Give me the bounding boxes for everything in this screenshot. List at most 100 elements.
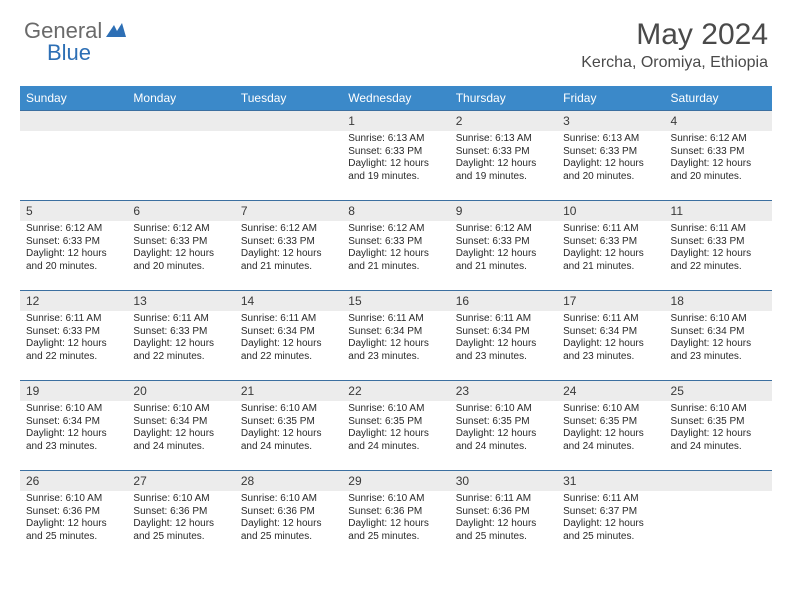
day-number: 3 [557, 111, 664, 131]
day-cell: 28Sunrise: 6:10 AMSunset: 6:36 PMDayligh… [235, 471, 342, 561]
day-cell: 19Sunrise: 6:10 AMSunset: 6:34 PMDayligh… [20, 381, 127, 471]
day-cell: 25Sunrise: 6:10 AMSunset: 6:35 PMDayligh… [665, 381, 772, 471]
day-number: 20 [127, 381, 234, 401]
day-detail: Sunrise: 6:12 AMSunset: 6:33 PMDaylight:… [450, 221, 557, 277]
day-cell: 10Sunrise: 6:11 AMSunset: 6:33 PMDayligh… [557, 201, 664, 291]
day-detail: Sunrise: 6:10 AMSunset: 6:36 PMDaylight:… [127, 491, 234, 547]
day-cell: 31Sunrise: 6:11 AMSunset: 6:37 PMDayligh… [557, 471, 664, 561]
brand-logo: General Blue [24, 18, 110, 44]
day-detail: Sunrise: 6:10 AMSunset: 6:34 PMDaylight:… [20, 401, 127, 457]
day-header: Tuesday [235, 86, 342, 111]
day-number-empty [665, 471, 772, 491]
header: General Blue May 2024 Kercha, Oromiya, E… [0, 0, 792, 78]
day-number-empty [235, 111, 342, 131]
day-cell: 4Sunrise: 6:12 AMSunset: 6:33 PMDaylight… [665, 111, 772, 201]
day-cell: 5Sunrise: 6:12 AMSunset: 6:33 PMDaylight… [20, 201, 127, 291]
day-detail: Sunrise: 6:11 AMSunset: 6:33 PMDaylight:… [127, 311, 234, 367]
day-number: 10 [557, 201, 664, 221]
day-cell [665, 471, 772, 561]
month-title: May 2024 [581, 18, 768, 52]
day-cell: 24Sunrise: 6:10 AMSunset: 6:35 PMDayligh… [557, 381, 664, 471]
day-cell: 26Sunrise: 6:10 AMSunset: 6:36 PMDayligh… [20, 471, 127, 561]
day-number: 15 [342, 291, 449, 311]
location-text: Kercha, Oromiya, Ethiopia [581, 54, 768, 72]
day-number: 24 [557, 381, 664, 401]
day-cell: 27Sunrise: 6:10 AMSunset: 6:36 PMDayligh… [127, 471, 234, 561]
day-detail: Sunrise: 6:11 AMSunset: 6:34 PMDaylight:… [342, 311, 449, 367]
day-number: 6 [127, 201, 234, 221]
day-cell: 14Sunrise: 6:11 AMSunset: 6:34 PMDayligh… [235, 291, 342, 381]
day-detail: Sunrise: 6:12 AMSunset: 6:33 PMDaylight:… [235, 221, 342, 277]
week-row: 19Sunrise: 6:10 AMSunset: 6:34 PMDayligh… [20, 381, 772, 471]
day-cell: 16Sunrise: 6:11 AMSunset: 6:34 PMDayligh… [450, 291, 557, 381]
day-number: 8 [342, 201, 449, 221]
day-detail: Sunrise: 6:11 AMSunset: 6:34 PMDaylight:… [557, 311, 664, 367]
day-cell [127, 111, 234, 201]
day-cell: 23Sunrise: 6:10 AMSunset: 6:35 PMDayligh… [450, 381, 557, 471]
day-number: 13 [127, 291, 234, 311]
day-cell: 17Sunrise: 6:11 AMSunset: 6:34 PMDayligh… [557, 291, 664, 381]
week-row: 1Sunrise: 6:13 AMSunset: 6:33 PMDaylight… [20, 111, 772, 201]
title-block: May 2024 Kercha, Oromiya, Ethiopia [581, 18, 768, 72]
brand-part2: Blue [47, 40, 91, 66]
day-header: Wednesday [342, 86, 449, 111]
day-detail: Sunrise: 6:11 AMSunset: 6:34 PMDaylight:… [450, 311, 557, 367]
flag-icon [106, 21, 126, 42]
day-cell [235, 111, 342, 201]
day-number: 17 [557, 291, 664, 311]
day-detail: Sunrise: 6:10 AMSunset: 6:36 PMDaylight:… [20, 491, 127, 547]
day-cell: 15Sunrise: 6:11 AMSunset: 6:34 PMDayligh… [342, 291, 449, 381]
day-detail: Sunrise: 6:11 AMSunset: 6:36 PMDaylight:… [450, 491, 557, 547]
day-number: 26 [20, 471, 127, 491]
day-header: Thursday [450, 86, 557, 111]
day-header: Friday [557, 86, 664, 111]
week-row: 12Sunrise: 6:11 AMSunset: 6:33 PMDayligh… [20, 291, 772, 381]
day-cell: 21Sunrise: 6:10 AMSunset: 6:35 PMDayligh… [235, 381, 342, 471]
day-header: Monday [127, 86, 234, 111]
day-detail: Sunrise: 6:12 AMSunset: 6:33 PMDaylight:… [20, 221, 127, 277]
day-number: 25 [665, 381, 772, 401]
day-header: Sunday [20, 86, 127, 111]
day-detail: Sunrise: 6:10 AMSunset: 6:34 PMDaylight:… [665, 311, 772, 367]
day-cell: 8Sunrise: 6:12 AMSunset: 6:33 PMDaylight… [342, 201, 449, 291]
day-cell: 1Sunrise: 6:13 AMSunset: 6:33 PMDaylight… [342, 111, 449, 201]
day-number: 23 [450, 381, 557, 401]
day-detail: Sunrise: 6:12 AMSunset: 6:33 PMDaylight:… [665, 131, 772, 187]
day-cell: 29Sunrise: 6:10 AMSunset: 6:36 PMDayligh… [342, 471, 449, 561]
day-detail: Sunrise: 6:13 AMSunset: 6:33 PMDaylight:… [450, 131, 557, 187]
day-number: 31 [557, 471, 664, 491]
day-number: 9 [450, 201, 557, 221]
day-number: 5 [20, 201, 127, 221]
calendar-table: SundayMondayTuesdayWednesdayThursdayFrid… [20, 86, 772, 561]
day-number-empty [127, 111, 234, 131]
day-detail: Sunrise: 6:10 AMSunset: 6:34 PMDaylight:… [127, 401, 234, 457]
day-cell: 20Sunrise: 6:10 AMSunset: 6:34 PMDayligh… [127, 381, 234, 471]
day-number: 22 [342, 381, 449, 401]
day-number: 4 [665, 111, 772, 131]
day-cell [20, 111, 127, 201]
day-detail: Sunrise: 6:11 AMSunset: 6:33 PMDaylight:… [665, 221, 772, 277]
day-detail: Sunrise: 6:11 AMSunset: 6:37 PMDaylight:… [557, 491, 664, 547]
day-number: 14 [235, 291, 342, 311]
day-number: 18 [665, 291, 772, 311]
day-number: 16 [450, 291, 557, 311]
day-cell: 18Sunrise: 6:10 AMSunset: 6:34 PMDayligh… [665, 291, 772, 381]
day-cell: 2Sunrise: 6:13 AMSunset: 6:33 PMDaylight… [450, 111, 557, 201]
day-detail: Sunrise: 6:10 AMSunset: 6:36 PMDaylight:… [235, 491, 342, 547]
day-detail: Sunrise: 6:13 AMSunset: 6:33 PMDaylight:… [557, 131, 664, 187]
day-cell: 12Sunrise: 6:11 AMSunset: 6:33 PMDayligh… [20, 291, 127, 381]
day-cell: 13Sunrise: 6:11 AMSunset: 6:33 PMDayligh… [127, 291, 234, 381]
day-number: 27 [127, 471, 234, 491]
day-header: Saturday [665, 86, 772, 111]
day-header-row: SundayMondayTuesdayWednesdayThursdayFrid… [20, 86, 772, 111]
day-number: 1 [342, 111, 449, 131]
day-number: 19 [20, 381, 127, 401]
day-detail: Sunrise: 6:13 AMSunset: 6:33 PMDaylight:… [342, 131, 449, 187]
day-detail: Sunrise: 6:10 AMSunset: 6:35 PMDaylight:… [342, 401, 449, 457]
day-number: 30 [450, 471, 557, 491]
day-detail: Sunrise: 6:12 AMSunset: 6:33 PMDaylight:… [342, 221, 449, 277]
week-row: 26Sunrise: 6:10 AMSunset: 6:36 PMDayligh… [20, 471, 772, 561]
day-detail: Sunrise: 6:10 AMSunset: 6:36 PMDaylight:… [342, 491, 449, 547]
day-detail: Sunrise: 6:12 AMSunset: 6:33 PMDaylight:… [127, 221, 234, 277]
day-cell: 9Sunrise: 6:12 AMSunset: 6:33 PMDaylight… [450, 201, 557, 291]
